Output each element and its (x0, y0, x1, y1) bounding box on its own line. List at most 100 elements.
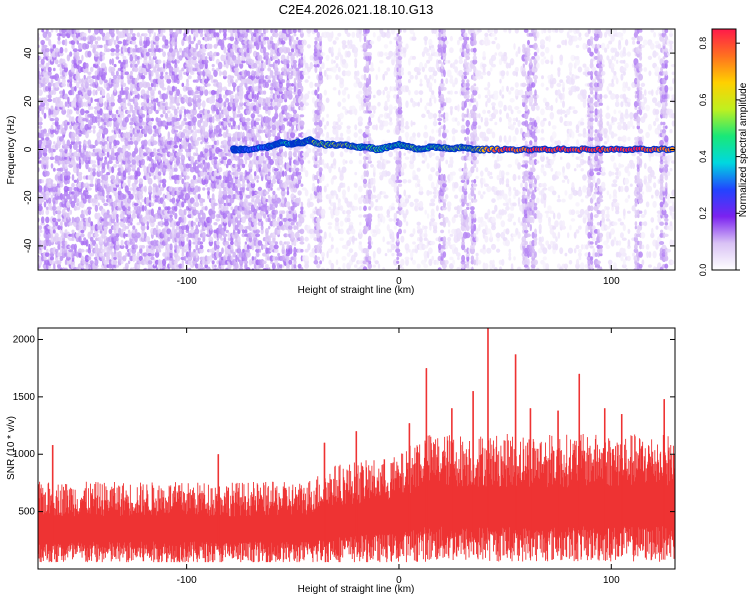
noise-cell (72, 48, 78, 53)
noise-cell (162, 135, 166, 143)
noise-cell (197, 97, 202, 103)
noise-cell (55, 221, 59, 227)
noise-cell (57, 225, 61, 231)
noise-cell (113, 256, 117, 260)
noise-cell (186, 78, 189, 84)
noise-cell (384, 71, 388, 76)
noise-cell (337, 101, 342, 107)
noise-cell (113, 114, 117, 118)
noise-cell (101, 73, 106, 81)
noise-cell (412, 241, 416, 245)
noise-cell (73, 243, 77, 250)
noise-cell (354, 237, 358, 241)
noise-cell (335, 63, 339, 69)
noise-cell (417, 183, 421, 187)
noise-cell (120, 166, 124, 174)
noise-cell (372, 32, 376, 38)
noise-cell (229, 94, 235, 99)
noise-cell (393, 225, 398, 230)
noise-cell (38, 231, 41, 239)
noise-cell (45, 206, 49, 211)
noise-cell (296, 36, 299, 41)
noise-cell (71, 174, 75, 181)
noise-cell (126, 167, 132, 173)
noise-cell (321, 62, 325, 70)
noise-cell (335, 259, 339, 266)
noise-cell (127, 47, 132, 54)
noise-cell (251, 44, 255, 49)
noise-cell (279, 179, 283, 183)
noise-cell (293, 239, 297, 247)
noise-cell (78, 159, 82, 165)
noise-cell (304, 255, 309, 262)
noise-cell (365, 77, 369, 85)
noise-cell (196, 137, 202, 141)
noise-cell (264, 81, 269, 88)
noise-cell (357, 81, 363, 89)
noise-cell (104, 66, 107, 73)
noise-cell (56, 260, 62, 265)
noise-cell (108, 38, 113, 47)
noise-cell (118, 60, 122, 64)
noise-cell (49, 240, 55, 246)
noise-cell (312, 182, 315, 188)
noise-cell (108, 160, 113, 164)
noise-cell (45, 51, 50, 57)
noise-cell (151, 70, 154, 77)
noise-cell (400, 67, 404, 72)
noise-cell (334, 217, 340, 223)
noise-cell (52, 229, 56, 234)
noise-cell (161, 178, 167, 184)
noise-cell (358, 128, 363, 134)
noise-cell (299, 228, 305, 235)
noise-cell (86, 187, 92, 191)
noise-cell (75, 109, 80, 115)
noise-cell (39, 56, 42, 60)
noise-cell (388, 218, 393, 222)
noise-cell (71, 250, 75, 259)
noise-cell (103, 81, 108, 89)
noise-cell (106, 86, 110, 91)
noise-cell (330, 244, 334, 250)
noise-cell (52, 208, 56, 216)
noise-cell (56, 171, 62, 177)
noise-cell (94, 139, 99, 146)
noise-cell (78, 235, 82, 243)
noise-cell (115, 47, 120, 53)
noise-cell (375, 124, 378, 131)
noise-cell (101, 162, 106, 169)
noise-cell (76, 202, 80, 207)
noise-cell (241, 163, 246, 169)
noise-cell (41, 209, 44, 216)
noise-cell (97, 58, 101, 65)
noise-cell (122, 58, 127, 65)
noise-cell (359, 221, 362, 226)
noise-cell (353, 264, 358, 268)
noise-cell (87, 256, 92, 261)
noise-cell (57, 189, 61, 197)
noise-cell (403, 229, 407, 234)
noise-cell (225, 206, 229, 211)
noise-cell (145, 51, 150, 57)
noise-cell (219, 186, 222, 192)
noise-cell (49, 156, 55, 160)
noise-cell (211, 97, 216, 104)
noise-cell (130, 132, 133, 138)
noise-cell (125, 244, 129, 250)
noise-cell (306, 129, 312, 134)
noise-cell (207, 190, 210, 196)
noise-cell (87, 29, 91, 34)
noise-cell (106, 209, 110, 215)
noise-cell (45, 137, 50, 141)
noise-cell (182, 233, 188, 238)
noise-cell (83, 237, 87, 242)
noise-cell (115, 78, 120, 85)
noise-cell (281, 124, 286, 131)
noise-cell (282, 170, 285, 178)
noise-cell (416, 221, 421, 226)
noise-cell (353, 251, 358, 258)
noise-cell (372, 185, 376, 193)
noise-cell (323, 89, 327, 96)
noise-cell (57, 36, 61, 41)
noise-cell (50, 78, 54, 84)
